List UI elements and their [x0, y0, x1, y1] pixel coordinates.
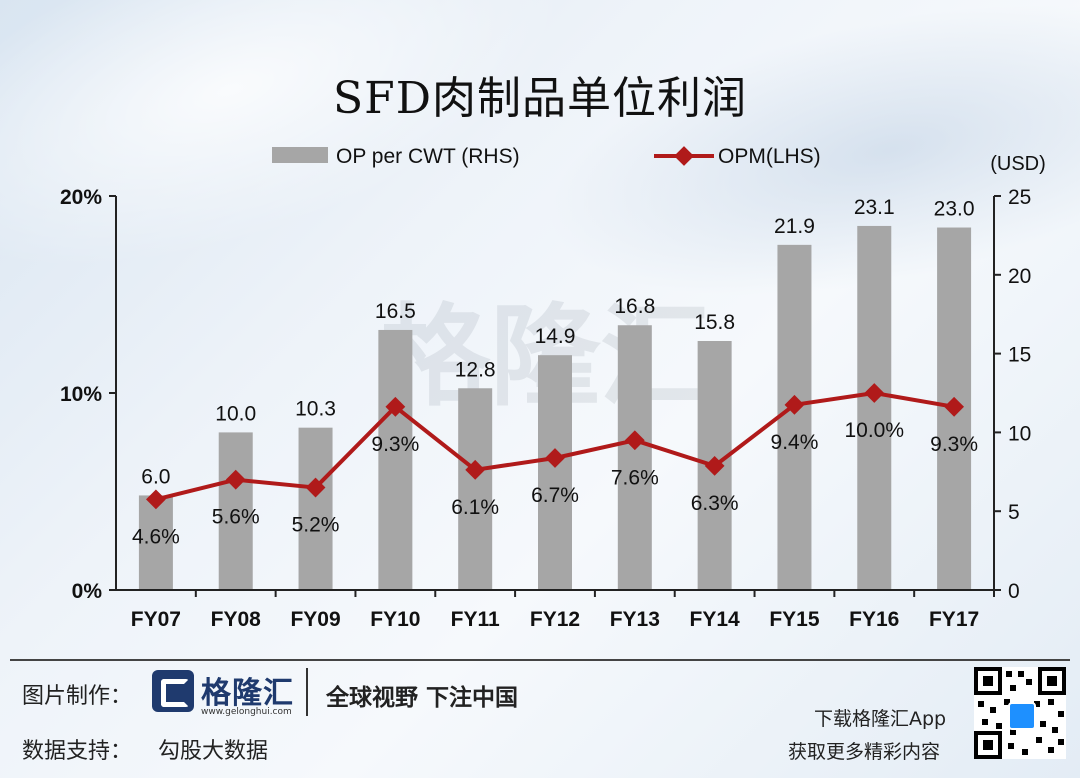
bar-fy08	[218, 432, 253, 590]
opm-label-fy17: 9.3%	[930, 433, 978, 456]
footer-divider	[10, 659, 1070, 661]
qr-logo-icon	[1008, 702, 1036, 730]
legend-line-marker	[674, 146, 694, 166]
opm-marker-fy09	[305, 477, 326, 498]
x-tick-label-fy16: FY16	[849, 608, 899, 631]
bar-fy13	[617, 325, 652, 590]
opm-marker-fy17	[944, 396, 964, 417]
right-axis-unit: (USD)	[990, 153, 1046, 175]
bar-label-fy17: 23.0	[934, 198, 975, 221]
x-tick-label-fy13: FY13	[610, 608, 660, 631]
left-tick-label: 0%	[72, 580, 103, 603]
made-by-label: 图片制作：	[22, 684, 133, 709]
bar-fy15	[777, 244, 812, 590]
bar-fy07	[138, 495, 173, 590]
legend-bar-label: OP per CWT (RHS)	[336, 145, 520, 168]
x-tick-label-fy09: FY09	[290, 608, 340, 631]
right-tick-label: 10	[1008, 422, 1031, 445]
opm-marker-fy16	[864, 383, 885, 403]
bar-label-fy09: 10.3	[295, 398, 336, 421]
bar-fy16	[857, 225, 892, 590]
opm-marker-fy13	[624, 430, 645, 451]
bar-label-fy08: 10.0	[215, 402, 256, 425]
right-tick-label: 5	[1008, 501, 1020, 524]
bar-label-fy11: 12.8	[455, 358, 496, 381]
bar-label-fy16: 23.1	[854, 196, 895, 219]
bar-fy12	[538, 355, 572, 590]
gelonghui-logo-icon	[152, 670, 194, 712]
opm-label-fy07: 4.6%	[132, 525, 180, 548]
opm-label-fy09: 5.2%	[292, 514, 340, 537]
opm-marker-fy10	[385, 396, 406, 417]
bar-label-fy13: 16.8	[614, 295, 655, 318]
bar-fy09	[298, 427, 333, 590]
x-tick-label-fy14: FY14	[690, 608, 741, 631]
right-tick-label: 20	[1008, 265, 1031, 288]
opm-label-fy10: 9.3%	[371, 433, 419, 456]
right-tick-label: 0	[1008, 580, 1020, 603]
left-tick-label: 20%	[60, 186, 102, 209]
x-tick-label-fy07: FY07	[131, 608, 181, 631]
opm-label-fy13: 7.6%	[611, 466, 659, 489]
x-tick-label-fy15: FY15	[769, 608, 820, 631]
x-tick-label-fy08: FY08	[211, 608, 262, 631]
bar-fy11	[458, 388, 493, 590]
opm-label-fy15: 9.4%	[771, 431, 819, 454]
opm-marker-fy11	[465, 459, 486, 480]
right-tick-label: 15	[1008, 344, 1031, 367]
chart-title: SFD肉制品单位利润	[333, 73, 747, 124]
opm-marker-fy08	[225, 469, 246, 490]
logo-url: www.gelonghui.com	[201, 707, 292, 717]
bar-fy10	[378, 329, 413, 590]
opm-label-fy12: 6.7%	[531, 484, 579, 507]
right-tick-label: 25	[1008, 186, 1031, 209]
left-tick-label: 10%	[60, 383, 102, 406]
opm-label-fy16: 10.0%	[844, 419, 904, 442]
bar-label-fy15: 21.9	[774, 215, 815, 238]
bar-label-fy07: 6.0	[141, 465, 170, 488]
slogan: 全球视野 下注中国	[326, 685, 519, 711]
opm-marker-fy12	[545, 448, 565, 468]
opm-marker-fy14	[704, 455, 725, 476]
bar-label-fy12: 14.9	[535, 325, 576, 348]
opm-marker-fy07	[146, 489, 166, 510]
opm-marker-fy15	[784, 394, 805, 415]
data-support-label: 数据支持：	[22, 739, 133, 764]
opm-label-fy11: 6.1%	[451, 496, 499, 519]
x-tick-label-fy12: FY12	[530, 608, 580, 631]
logo-name: 格隆汇	[201, 676, 294, 711]
x-tick-label-fy10: FY10	[370, 608, 420, 631]
data-support-value: 勾股大数据	[158, 739, 269, 764]
bar-label-fy10: 16.5	[375, 300, 416, 323]
x-tick-label-fy11: FY11	[451, 608, 500, 631]
app-promo-line: 获取更多精彩内容	[788, 741, 941, 763]
chart: 格隆汇6.010.010.316.512.814.916.815.821.923…	[60, 145, 1046, 631]
x-tick-label-fy17: FY17	[929, 608, 979, 631]
bar-label-fy14: 15.8	[694, 311, 735, 334]
legend-bar-swatch	[272, 147, 328, 163]
app-download-line: 下载格隆汇App	[814, 708, 947, 730]
opm-label-fy14: 6.3%	[691, 492, 739, 515]
opm-label-fy08: 5.6%	[212, 506, 260, 529]
legend-line-label: OPM(LHS)	[718, 145, 821, 168]
footer-vertical-divider	[306, 668, 308, 716]
